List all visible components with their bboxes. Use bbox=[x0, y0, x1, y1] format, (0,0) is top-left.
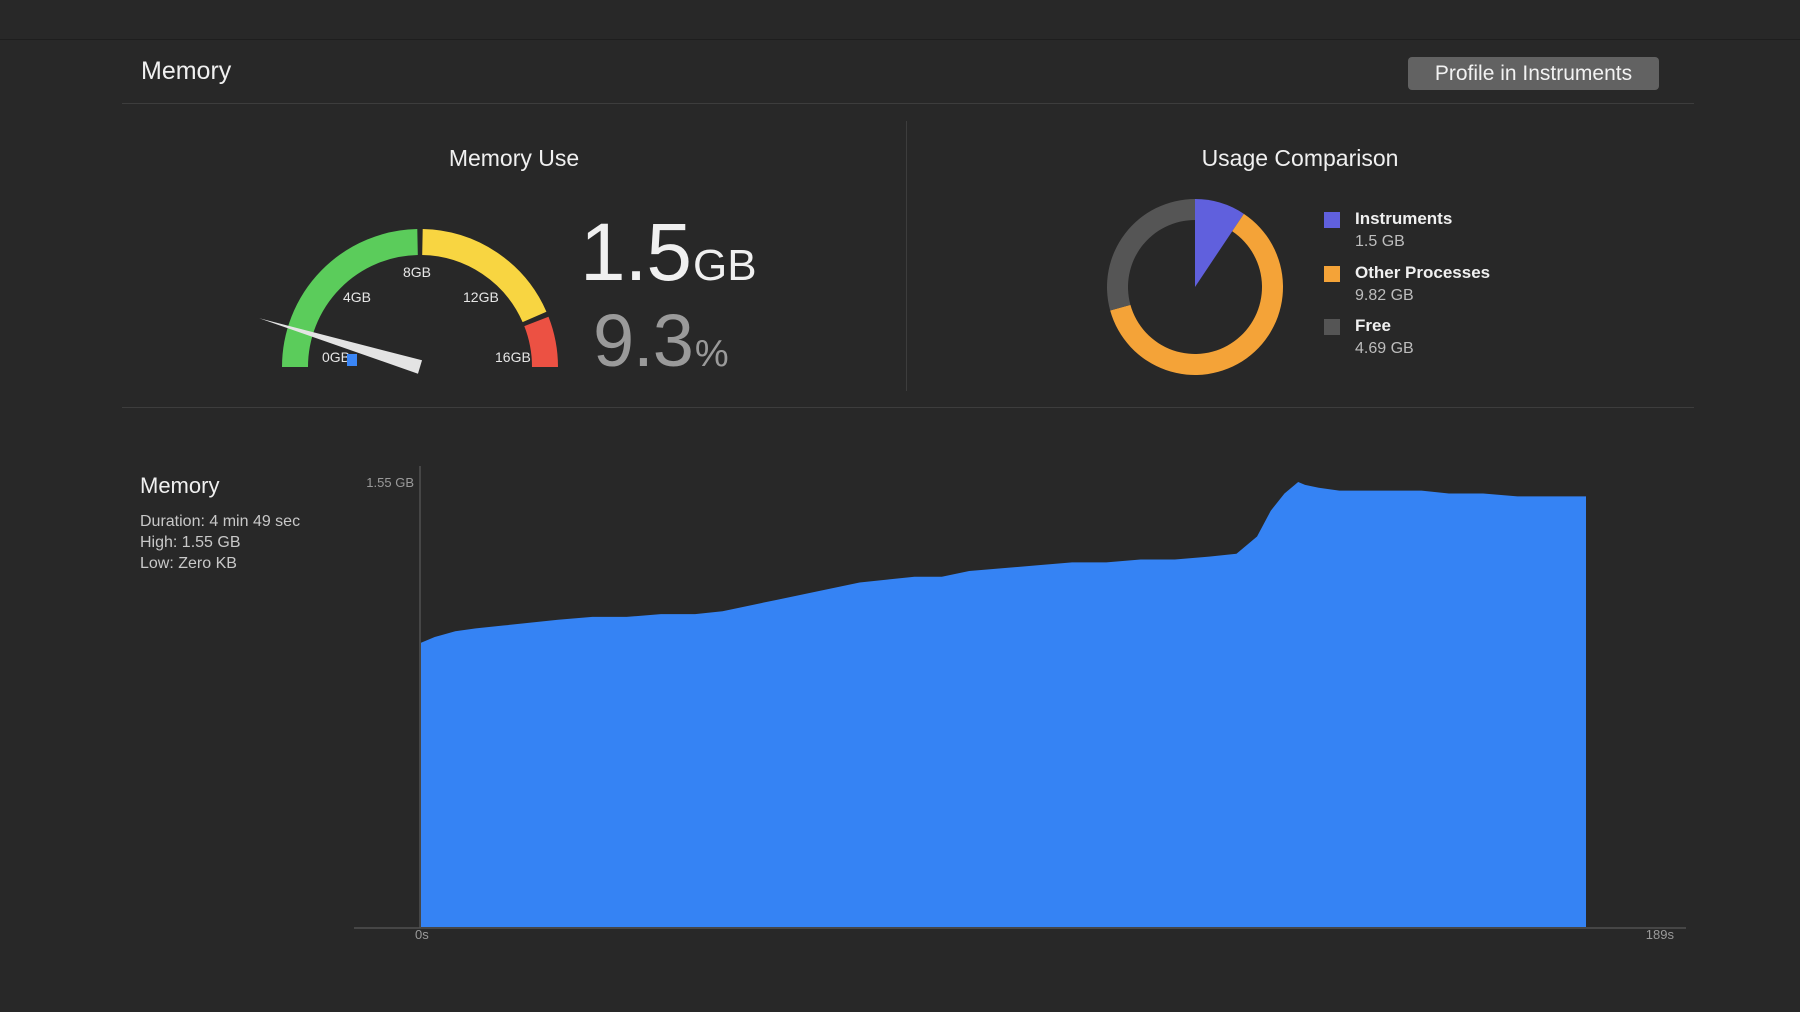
memory-gauge: 0GB 4GB 8GB 12GB 16GB bbox=[259, 229, 558, 374]
x-tick-label-end: 189s bbox=[1646, 927, 1675, 942]
legend-name: Other Processes bbox=[1355, 262, 1491, 282]
memory-percent-number: 9.3 bbox=[593, 299, 694, 382]
gauge-tick-label: 12GB bbox=[463, 289, 499, 305]
memory-high: High: 1.55 GB bbox=[140, 534, 241, 551]
toolbar-divider bbox=[0, 39, 1800, 40]
gauge-green-zone bbox=[282, 229, 419, 368]
header-divider bbox=[122, 103, 1694, 104]
legend-value: 4.69 GB bbox=[1355, 340, 1414, 357]
y-tick-label: 1.55 GB bbox=[366, 475, 414, 490]
gauge-red-zone bbox=[524, 316, 558, 368]
memory-percent-unit: % bbox=[694, 333, 729, 375]
page-title: Memory bbox=[141, 57, 232, 85]
donut-slice-instruments bbox=[1195, 199, 1244, 287]
memory-graph-title: Memory bbox=[140, 473, 220, 498]
legend-name: Free bbox=[1355, 316, 1391, 335]
memory-area-series bbox=[421, 482, 1586, 927]
x-tick-label-start: 0s bbox=[415, 927, 429, 942]
gauge-needle bbox=[259, 318, 423, 374]
legend-swatch-free bbox=[1324, 319, 1340, 335]
gauge-tick-label: 4GB bbox=[343, 289, 371, 305]
legend-name: Instruments bbox=[1355, 209, 1453, 228]
memory-duration: Duration: 4 min 49 sec bbox=[140, 513, 301, 530]
memory-use-percent: 9.3% bbox=[593, 298, 729, 383]
memory-area-chart: 1.55 GB 0s 189s bbox=[354, 466, 1686, 942]
memory-use-title: Memory Use bbox=[448, 145, 580, 171]
legend-value: 1.5 GB bbox=[1355, 233, 1405, 250]
gauges-divider bbox=[122, 407, 1694, 408]
usage-donut-chart bbox=[1107, 199, 1283, 376]
profile-in-instruments-button[interactable]: Profile in Instruments bbox=[1408, 57, 1659, 90]
donut-slice-free bbox=[1107, 199, 1195, 311]
usage-comparison-title: Usage Comparison bbox=[1201, 145, 1399, 171]
memory-use-number: 1.5 bbox=[580, 207, 692, 298]
legend-swatch-instruments bbox=[1324, 212, 1340, 228]
section-divider bbox=[906, 121, 907, 391]
memory-low: Low: Zero KB bbox=[140, 555, 237, 572]
gauge-tick-label: 16GB bbox=[495, 349, 531, 365]
memory-use-value: 1.5GB bbox=[580, 206, 757, 300]
legend-swatch-other-processes bbox=[1324, 265, 1340, 282]
legend-value: 9.82 GB bbox=[1355, 286, 1414, 304]
gauge-yellow-zone bbox=[421, 229, 547, 323]
gauge-tick-label: 8GB bbox=[403, 264, 431, 280]
gauge-tick-label: 0GB bbox=[322, 349, 350, 365]
gauge-current-marker bbox=[347, 354, 357, 366]
memory-use-unit: GB bbox=[693, 241, 757, 290]
